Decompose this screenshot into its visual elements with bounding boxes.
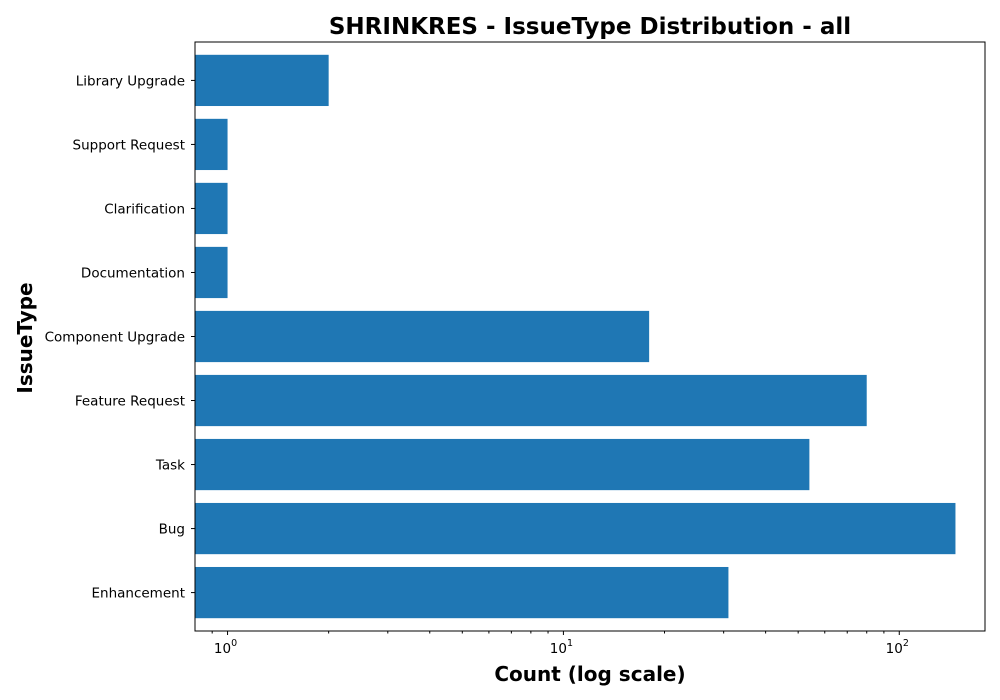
y-tick-label: Clarification <box>104 201 185 217</box>
y-tick-label: Task <box>155 458 185 474</box>
x-tick-label: 102 <box>886 638 909 657</box>
y-tick-label: Support Request <box>73 137 186 153</box>
x-tick-label: 100 <box>214 638 237 657</box>
chart-title: SHRINKRES - IssueType Distribution - all <box>329 14 851 40</box>
bar <box>195 246 228 299</box>
bar <box>195 566 729 619</box>
y-tick-label: Enhancement <box>91 586 185 602</box>
x-tick-label: 101 <box>550 638 573 657</box>
y-ticks-group: Enhancement Bug Task Feature Request Compone… <box>45 73 195 602</box>
bar <box>195 182 228 235</box>
bar <box>195 310 650 363</box>
y-tick-label: Feature Request <box>75 394 185 410</box>
y-tick-label: Bug <box>159 522 185 538</box>
bar <box>195 438 810 491</box>
y-tick-label: Component Upgrade <box>45 330 185 346</box>
bar <box>195 374 867 427</box>
bar <box>195 54 329 107</box>
bar <box>195 118 228 171</box>
y-tick-label: Documentation <box>81 265 185 281</box>
bars-group <box>195 54 956 619</box>
plot-area-frame <box>194 41 986 632</box>
y-axis-label: IssueType <box>13 282 37 393</box>
x-axis-label: Count (log scale) <box>494 662 685 686</box>
x-ticks-group: 100 101 102 <box>211 631 909 657</box>
y-tick-label: Library Upgrade <box>76 73 185 89</box>
bar <box>195 502 956 555</box>
